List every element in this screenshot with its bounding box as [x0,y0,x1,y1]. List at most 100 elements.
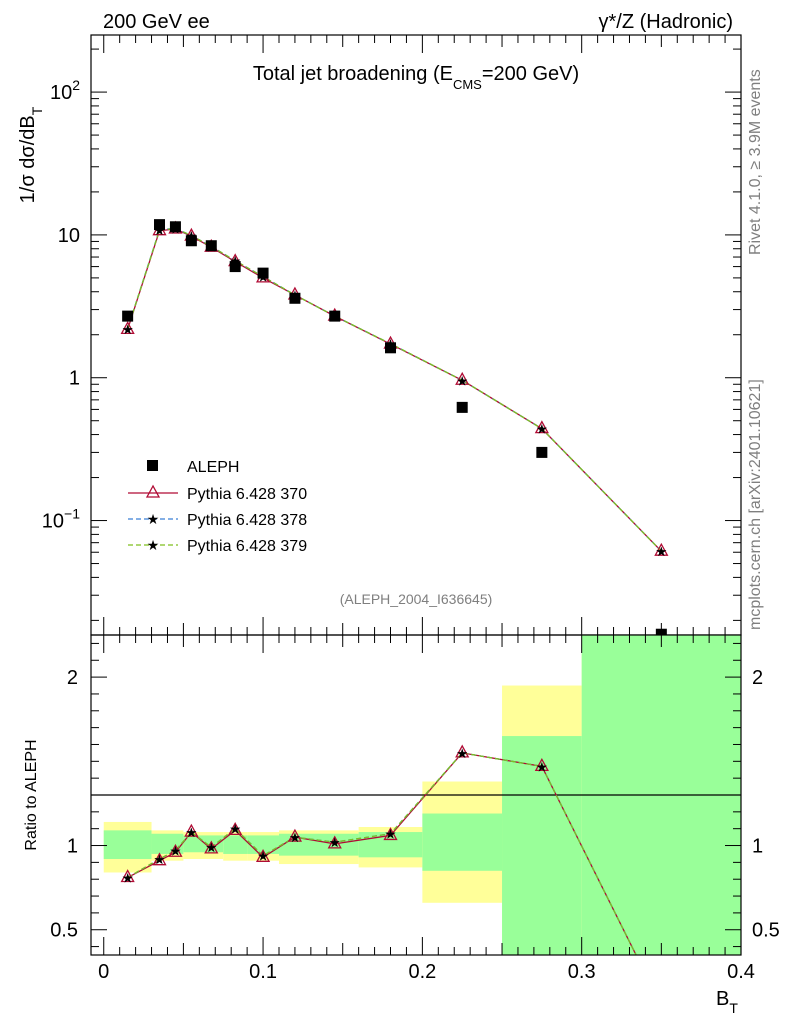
ratio-378-point: ★ [289,830,301,845]
ratio-inner-band [422,813,503,871]
series-370-point [654,542,669,556]
x-tick-label: 0.3 [568,961,596,983]
ratio-378-point: ★ [205,840,217,855]
legend-label-379: Pythia 6.428 379 [187,538,307,555]
ratio-y-axis-label: Ratio to ALEPH [23,739,40,850]
x-tick-label: 0.1 [249,961,277,983]
x-tick-label: 0 [98,961,109,983]
series-378-point: ★ [656,544,668,559]
ratio-370-point [455,744,470,758]
legend-label-aleph: ALEPH [187,459,239,476]
legend-370-marker [145,484,161,498]
ratio-y-tick-label-left: 0.5 [50,920,78,942]
main-y-tick-label: 1 [69,368,80,390]
ratio-378-point: ★ [456,746,468,761]
series-370-point [120,321,135,335]
ratio-379-point: ★ [536,759,548,774]
ratio-370-point [327,835,342,849]
aleph-data-point [205,240,217,252]
ratio-379-point: ★ [329,835,341,850]
ratio-378-point: ★ [170,844,182,859]
main-y-tick-label: 10−1 [42,506,80,533]
main-y-tick-label: 10 [58,225,80,247]
rivet-version-label: Rivet 4.1.0, ≥ 3.9M events [747,69,764,255]
series-379-point: ★ [536,422,548,437]
main-y-tick-label: 102 [50,77,80,104]
legend-label-378: Pythia 6.428 378 [187,512,307,529]
ratio-379-point: ★ [385,827,397,842]
ratio-inner-band [223,835,248,854]
main-title: Total jet broadening (ECMS=200 GeV) [253,63,579,92]
aleph-data-point [229,261,241,273]
aleph-data-point [456,401,468,413]
aleph-data-point [655,628,667,640]
ratio-y-tick-label-left: 2 [67,667,78,689]
legend-aleph-marker [147,460,158,471]
ratio-379-point: ★ [289,830,301,845]
ratio-379-point: ★ [154,852,166,867]
aleph-data-point [329,310,341,322]
header-left-label: 200 GeV ee [103,11,210,33]
aleph-data-point [289,292,301,304]
series-378-point: ★ [456,373,468,388]
series-378-point: ★ [122,322,134,337]
header-right-label: γ*/Z (Hadronic) [599,11,733,33]
ratio-379-point: ★ [257,849,269,864]
mcplots-label: mcplots.cern.ch [arXiv:2401.10621] [747,379,764,630]
aleph-data-point [122,310,134,322]
ratio-inner-band [502,736,582,955]
ratio-y-tick-label-left: 1 [67,836,78,858]
ratio-379-point: ★ [186,825,198,840]
analysis-watermark: (ALEPH_2004_I636645) [340,591,493,607]
x-axis-label: BT [716,988,738,1016]
ratio-370-point [228,822,243,836]
series-379-point: ★ [456,373,468,388]
ratio-379-point: ★ [122,871,134,886]
ratio-370-point [152,852,167,866]
ratio-378-point: ★ [186,825,198,840]
ratio-370-point [168,843,183,857]
ratio-inner-band [103,830,152,859]
aleph-data-point [536,446,548,458]
ratio-378-point: ★ [536,759,548,774]
ratio-y-tick-label-right: 1 [752,836,763,858]
ratio-378-point: ★ [229,822,241,837]
ratio-y-tick-label-right: 0.5 [752,920,780,942]
ratio-y-tick-label-right: 2 [752,667,763,689]
ratio-379-point: ★ [205,840,217,855]
legend-379-marker: ★ [147,537,160,553]
ratio-379-point: ★ [229,822,241,837]
ratio-378-point: ★ [122,871,134,886]
series-370-point [534,420,549,434]
ratio-line-0 [127,752,637,955]
ratio-370-point [534,758,549,772]
ratio-370-point [120,869,135,883]
ratio-370-point [383,827,398,841]
aleph-data-point [169,221,181,233]
ratio-378-point: ★ [385,827,397,842]
ratio-plot: ★★★★★★★★ ★★★★★★★★★★★★ ★★★★ 0.5 0.51 12 2 0 0.1… [23,634,780,1016]
ratio-370-point [184,823,199,837]
series-379-point: ★ [122,322,134,337]
ratio-379-point: ★ [170,844,182,859]
legend: ALEPH Pythia 6.428 370 ★ Pythia 6.428 37… [128,459,307,555]
legend-378-marker: ★ [147,511,160,527]
ratio-378-point: ★ [154,852,166,867]
ratio-370-point [204,840,219,854]
aleph-data-point [257,267,269,279]
main-y-axis-label: 1/σ dσ/dBT [17,106,45,203]
series-379-point: ★ [656,544,668,559]
series-370-point [455,371,470,385]
ratio-378-point: ★ [257,849,269,864]
ratio-inner-band [278,833,359,856]
aleph-data-point [185,235,197,247]
ratio-370-point [287,828,303,842]
legend-label-370: Pythia 6.428 370 [187,486,307,503]
ratio-inner-band [151,833,184,854]
x-tick-label: 0.2 [408,961,436,983]
ratio-378-point: ★ [329,835,341,850]
x-tick-label: 0.4 [727,961,755,983]
ratio-370-point [255,848,271,862]
